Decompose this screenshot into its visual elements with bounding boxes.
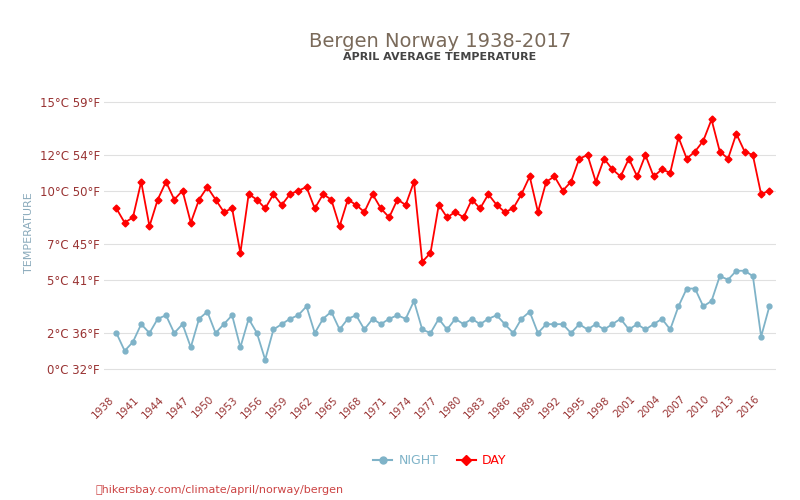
Title: Bergen Norway 1938-2017: Bergen Norway 1938-2017 xyxy=(309,32,571,51)
Text: APRIL AVERAGE TEMPERATURE: APRIL AVERAGE TEMPERATURE xyxy=(343,52,537,62)
Y-axis label: TEMPERATURE: TEMPERATURE xyxy=(24,192,34,273)
Text: ⛳hikersbay.com/climate/april/norway/bergen: ⛳hikersbay.com/climate/april/norway/berg… xyxy=(96,485,344,495)
Legend: NIGHT, DAY: NIGHT, DAY xyxy=(369,449,511,472)
